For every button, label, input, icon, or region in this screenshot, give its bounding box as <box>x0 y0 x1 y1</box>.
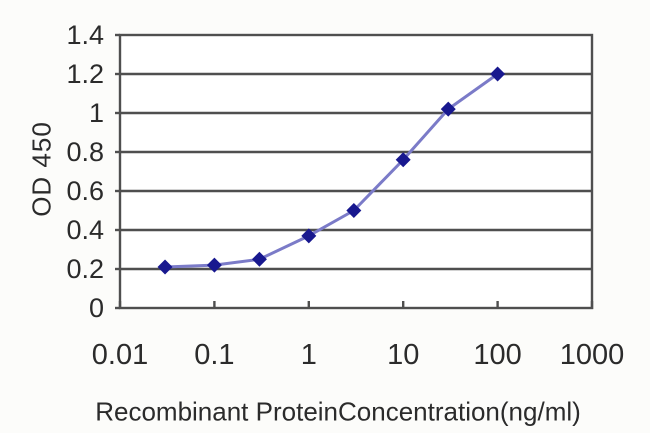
series-line <box>164 72 499 269</box>
y-tick-label: 1.4 <box>66 20 104 50</box>
data-point-marker <box>490 66 506 82</box>
y-tick-label: 0.2 <box>66 254 104 284</box>
x-tick-label: 100 <box>473 339 521 371</box>
y-tick-label: 1.2 <box>66 59 104 89</box>
data-point-marker <box>206 257 222 273</box>
x-tick-label: 0.01 <box>92 339 148 371</box>
x-tick-label: 1000 <box>560 339 625 371</box>
plot-background <box>120 35 592 308</box>
data-point-marker <box>395 152 411 168</box>
data-point-marker <box>346 203 362 218</box>
data-point-marker <box>157 259 173 275</box>
plot-border <box>118 33 594 310</box>
y-tick-label: 1 <box>89 98 104 128</box>
data-point-marker <box>301 228 317 244</box>
y-tick-label: 0.6 <box>66 176 104 206</box>
data-point-marker <box>440 101 456 117</box>
x-tick-label: 1 <box>301 339 317 371</box>
x-tick-label: 0.1 <box>194 339 234 371</box>
x-axis-title: Recombinant ProteinConcentration(ng/ml) <box>95 396 581 427</box>
x-tick-label: 10 <box>387 339 419 371</box>
y-tick-label: 0 <box>89 293 104 323</box>
y-tick-label: 0.8 <box>66 137 104 167</box>
data-point-marker <box>251 251 267 267</box>
y-tick-label: 0.4 <box>66 215 104 245</box>
